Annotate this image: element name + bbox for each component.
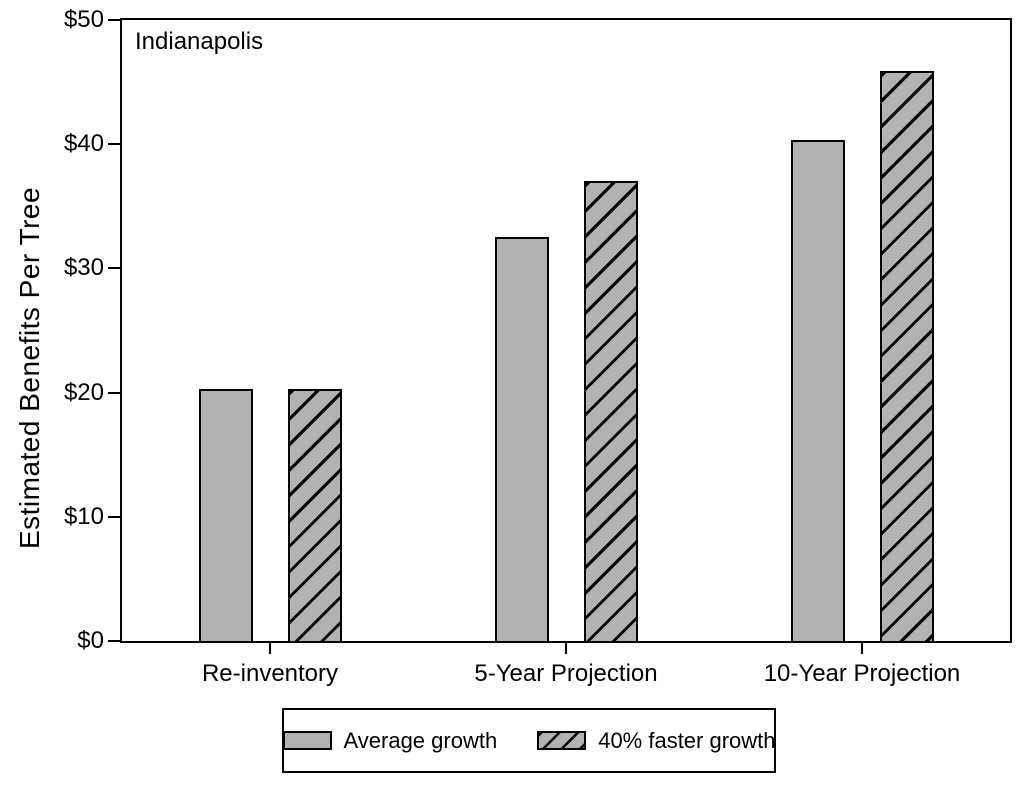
y-tick-label: $50 [63, 6, 104, 33]
y-axis-title: Estimated Benefits Per Tree [14, 186, 45, 550]
y-tick-mark [108, 392, 120, 394]
bar-hatched-re-inventory [288, 389, 342, 643]
legend-item-average-growth: Average growth [282, 727, 498, 754]
y-tick-mark [108, 640, 120, 642]
plot-area [120, 18, 1012, 643]
y-tick-mark [108, 516, 120, 518]
x-tick-label: Re-inventory [201, 660, 339, 687]
bar-hatched-10-year-projection [880, 71, 934, 643]
bar-hatched-5-year-projection [584, 181, 638, 643]
y-tick-mark [108, 143, 120, 145]
y-tick-label: $40 [63, 130, 104, 157]
y-tick-label: $30 [63, 254, 104, 281]
legend-swatch-hatched [537, 731, 587, 750]
y-tick-mark [108, 267, 120, 269]
x-tick-mark [565, 643, 567, 654]
y-tick-mark [108, 19, 120, 21]
y-tick-label: $0 [77, 627, 104, 654]
bar-solid-re-inventory [199, 389, 253, 643]
legend-swatch-solid [282, 731, 332, 750]
x-tick-mark [269, 643, 271, 654]
x-tick-mark [861, 643, 863, 654]
legend: Average growth 40% faster growth [282, 708, 776, 773]
y-tick-label: $20 [63, 379, 104, 406]
x-tick-label: 10-Year Projection [763, 660, 961, 687]
legend-item-faster-growth: 40% faster growth [537, 727, 776, 754]
x-tick-label: 5-Year Projection [474, 660, 658, 687]
chart-annotation-city: Indianapolis [135, 28, 264, 55]
legend-label-average-growth: Average growth [343, 727, 498, 753]
bar-solid-10-year-projection [791, 140, 845, 643]
y-tick-label: $10 [63, 503, 104, 530]
bar-solid-5-year-projection [495, 237, 549, 643]
legend-label-faster-growth: 40% faster growth [598, 727, 776, 753]
